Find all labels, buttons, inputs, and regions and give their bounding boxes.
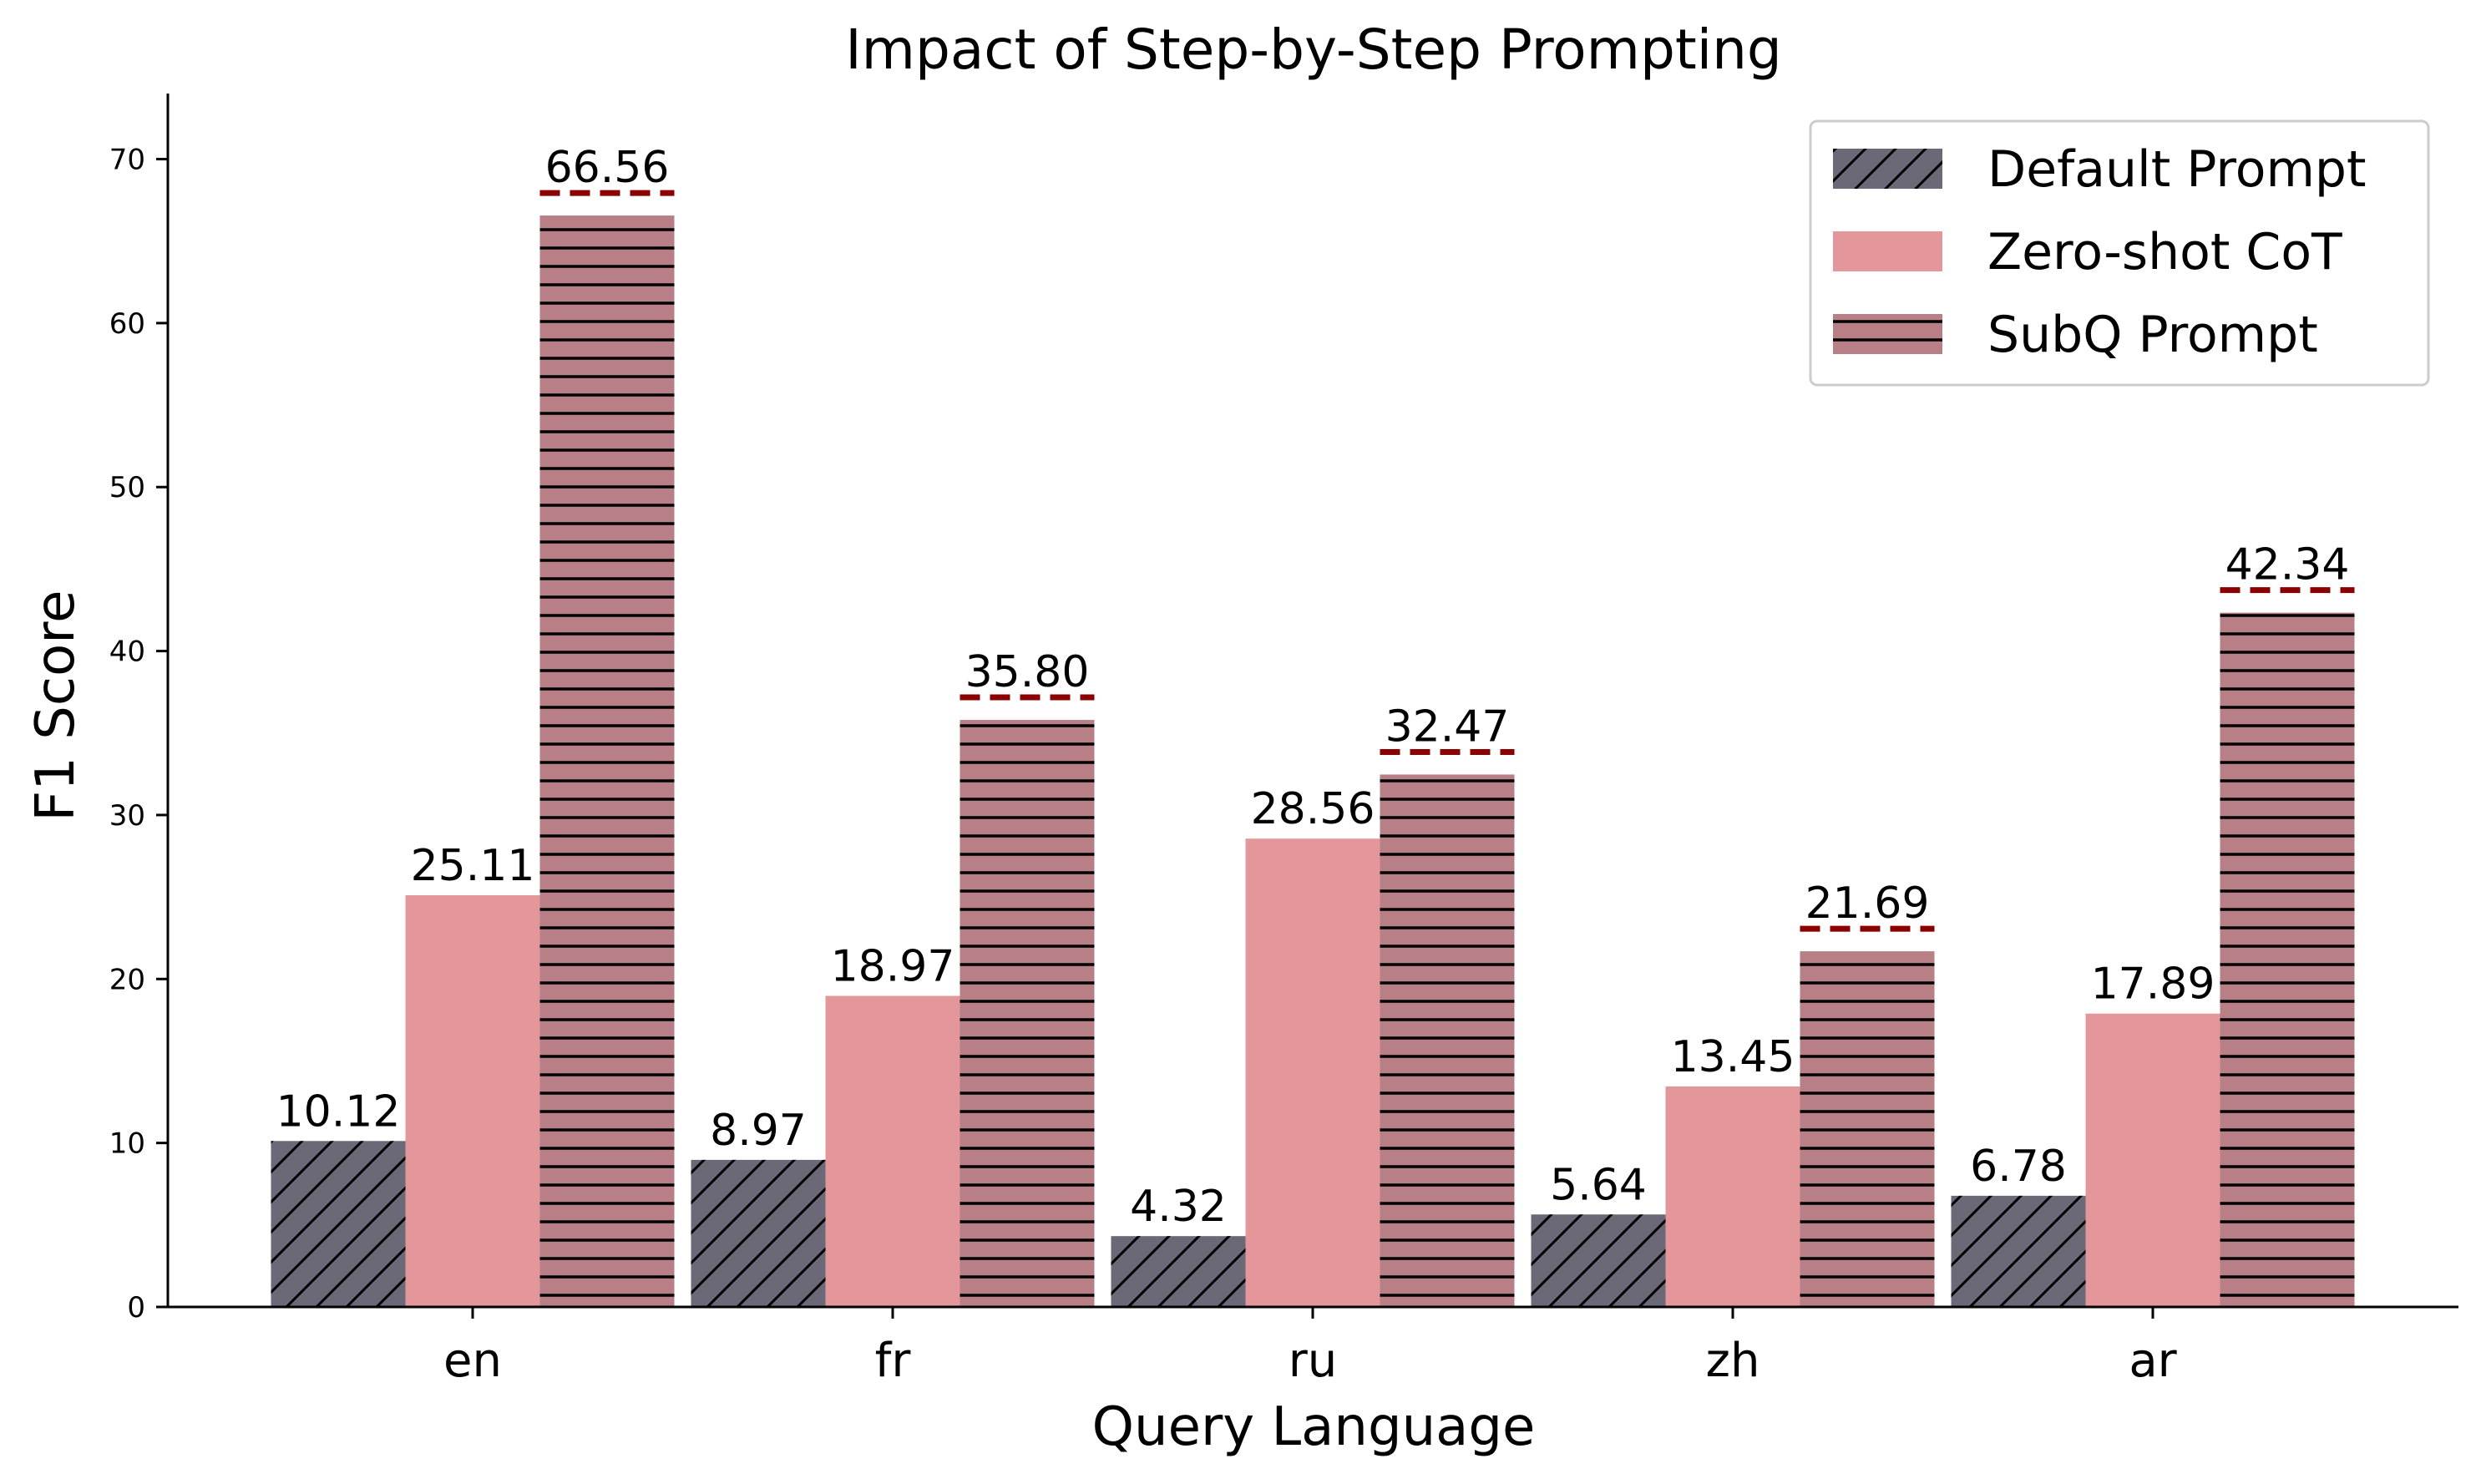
value-label-zero-shot-cot-fr: 18.97 (831, 942, 955, 992)
legend-swatch-zero-shot-cot (1833, 231, 1942, 271)
y-tick-label-20: 20 (109, 963, 145, 996)
bar-hatch-default-prompt-en (271, 1141, 406, 1307)
legend-label-subq-prompt: SubQ Prompt (1987, 306, 2318, 364)
x-ticks: en fr ru zh ar (443, 1307, 2178, 1388)
y-tick-label-10: 10 (109, 1127, 145, 1161)
value-label-zero-shot-cot-ru: 28.56 (1251, 784, 1375, 834)
value-label-subq-prompt-ar: 42.34 (2225, 540, 2350, 590)
x-tick-label-zh: zh (1706, 1334, 1760, 1388)
legend-swatch-hatch-default-prompt (1833, 149, 1942, 189)
x-tick-label-ru: ru (1289, 1334, 1338, 1388)
value-label-subq-prompt-fr: 35.80 (965, 647, 1090, 697)
y-ticks: 0 10 20 30 40 50 60 70 (109, 144, 168, 1324)
y-tick-label-0: 0 (127, 1291, 145, 1324)
legend: Default Prompt Zero-shot CoT SubQ Prompt (1809, 119, 2430, 387)
highlight-lines (539, 190, 2355, 932)
value-label-subq-prompt-en: 66.56 (545, 143, 670, 193)
value-label-default-prompt-ru: 4.32 (1130, 1182, 1227, 1232)
bar-zero-shot-cot-ru (1245, 838, 1380, 1307)
value-label-subq-prompt-ru: 32.47 (1385, 701, 1510, 752)
value-label-default-prompt-ar: 6.78 (1970, 1142, 2067, 1192)
y-tick-label-40: 40 (109, 636, 145, 669)
bar-hatch-subq-prompt-zh (1800, 951, 1935, 1307)
x-axis-label: Query Language (1092, 1396, 1536, 1458)
y-tick-label-60: 60 (109, 307, 145, 341)
bar-hatch-default-prompt-zh (1531, 1214, 1666, 1307)
bar-hatch-subq-prompt-fr (959, 720, 1095, 1307)
value-label-zero-shot-cot-zh: 13.45 (1671, 1032, 1795, 1082)
bar-hatch-subq-prompt-ar (2220, 612, 2355, 1307)
bar-zero-shot-cot-ar (2085, 1013, 2220, 1307)
x-tick-label-ar: ar (2129, 1334, 2177, 1388)
value-label-zero-shot-cot-ar: 17.89 (2091, 960, 2215, 1010)
y-tick-label-50: 50 (109, 471, 145, 504)
bar-hatch-default-prompt-ar (1951, 1195, 2086, 1307)
legend-frame (1809, 119, 2430, 387)
bars (271, 215, 2355, 1307)
y-tick-label-70: 70 (109, 144, 145, 177)
value-labels: 10.12 25.11 66.56 8.97 18.97 35.80 4.32 28.5632… (276, 143, 2350, 1232)
value-label-default-prompt-fr: 8.97 (710, 1106, 807, 1156)
value-label-default-prompt-en: 10.12 (276, 1086, 401, 1137)
chart-title: Impact of Step-by-Step Prompting (845, 18, 1782, 82)
x-tick-label-en: en (443, 1334, 502, 1388)
value-label-zero-shot-cot-en: 25.11 (411, 841, 535, 891)
bar-hatch-subq-prompt-ru (1380, 774, 1515, 1307)
y-tick-label-30: 30 (109, 799, 145, 833)
value-label-default-prompt-zh: 5.64 (1550, 1160, 1647, 1210)
x-tick-label-fr: fr (875, 1334, 912, 1388)
legend-label-zero-shot-cot: Zero-shot CoT (1987, 223, 2342, 281)
legend-swatch-hatch-subq-prompt (1833, 314, 1942, 354)
bar-hatch-default-prompt-fr (691, 1159, 826, 1307)
bar-hatch-default-prompt-ru (1111, 1236, 1246, 1307)
value-label-subq-prompt-zh: 21.69 (1805, 879, 1930, 929)
bar-zero-shot-cot-zh (1665, 1086, 1800, 1307)
bar-zero-shot-cot-fr (825, 995, 960, 1307)
y-axis-label: F1 Score (25, 590, 87, 821)
bar-zero-shot-cot-en (405, 894, 540, 1307)
legend-label-default-prompt: Default Prompt (1987, 140, 2367, 199)
bar-hatch-subq-prompt-en (539, 215, 675, 1307)
